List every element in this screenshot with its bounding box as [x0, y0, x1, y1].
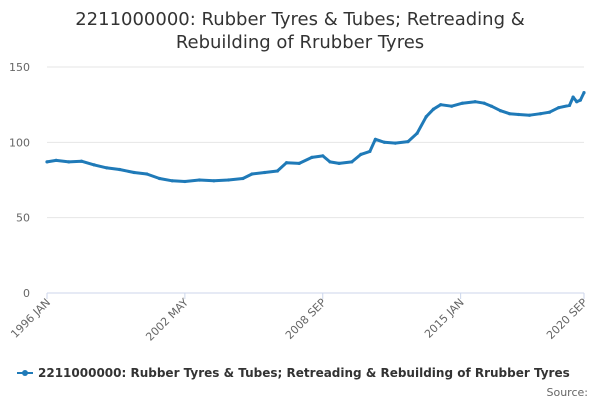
data-point[interactable]: [328, 160, 332, 164]
data-point[interactable]: [241, 176, 245, 181]
data-point[interactable]: [482, 101, 486, 105]
data-point[interactable]: [571, 95, 575, 99]
data-point[interactable]: [275, 169, 279, 173]
data-point[interactable]: [45, 160, 49, 164]
chart-title-line-2: Rebuilding of Rrubber Tyres: [176, 32, 424, 53]
chart-title-line-1: 2211000000: Rubber Tyres & Tubes; Retrea…: [75, 9, 525, 30]
data-point[interactable]: [473, 100, 477, 104]
data-point[interactable]: [439, 103, 443, 107]
series-line-0: [46, 91, 586, 183]
x-axis: 1996 JAN 2002 MAY 2008 SEP 2015 JAN 2020 SEP: [8, 292, 590, 344]
data-point[interactable]: [547, 110, 552, 114]
data-point[interactable]: [415, 131, 419, 135]
data-point[interactable]: [297, 161, 301, 165]
data-point[interactable]: [382, 140, 386, 144]
x-tick-label: 1996 JAN: [8, 296, 53, 341]
data-point[interactable]: [212, 179, 216, 183]
series-layer: [45, 91, 586, 184]
data-point[interactable]: [508, 112, 512, 116]
data-point[interactable]: [250, 172, 254, 176]
y-tick-label: 50: [16, 212, 30, 225]
gridlines: [47, 66, 584, 219]
data-point[interactable]: [538, 112, 543, 116]
data-point[interactable]: [132, 170, 136, 175]
y-tick-label: 150: [9, 61, 30, 74]
data-point[interactable]: [557, 106, 561, 110]
data-point[interactable]: [460, 101, 464, 105]
data-point[interactable]: [393, 141, 397, 145]
data-point[interactable]: [310, 155, 314, 159]
data-point[interactable]: [489, 104, 494, 108]
data-point[interactable]: [92, 163, 96, 167]
data-point[interactable]: [197, 178, 201, 182]
data-point[interactable]: [582, 91, 586, 95]
legend-swatch-marker: [22, 370, 28, 376]
data-point[interactable]: [170, 179, 174, 183]
data-point[interactable]: [67, 160, 71, 164]
chart-title: 2211000000: Rubber Tyres & Tubes; Retrea…: [75, 9, 525, 53]
data-point[interactable]: [145, 172, 149, 176]
data-point[interactable]: [450, 104, 454, 108]
x-tick-label: 2020 SEP: [544, 296, 590, 342]
data-point[interactable]: [567, 103, 572, 107]
data-point[interactable]: [79, 159, 84, 163]
y-tick-label: 100: [9, 136, 30, 149]
source-label: Source:: [547, 386, 589, 399]
data-point[interactable]: [157, 176, 162, 181]
data-point[interactable]: [337, 161, 341, 165]
legend-item-series-1[interactable]: 2211000000: Rubber Tyres & Tubes; Retrea…: [38, 366, 570, 380]
data-point[interactable]: [431, 107, 435, 111]
data-point[interactable]: [263, 170, 267, 175]
data-point[interactable]: [528, 113, 532, 117]
x-tick-label: 2002 MAY: [143, 296, 191, 344]
data-point[interactable]: [284, 161, 289, 165]
data-point[interactable]: [183, 179, 187, 184]
data-point[interactable]: [575, 100, 579, 104]
data-point[interactable]: [359, 152, 363, 156]
data-point[interactable]: [373, 137, 377, 141]
y-tick-label: 0: [23, 287, 30, 300]
x-tick-label: 2008 SEP: [283, 296, 329, 342]
x-tick-label: 2015 JAN: [422, 296, 467, 341]
data-point[interactable]: [118, 167, 122, 172]
y-axis-tick-labels: 0 50 100 150: [9, 61, 30, 300]
data-point[interactable]: [406, 140, 410, 144]
data-point[interactable]: [321, 154, 325, 158]
data-point[interactable]: [424, 115, 428, 119]
data-point[interactable]: [350, 160, 354, 164]
data-point[interactable]: [498, 109, 503, 113]
data-point[interactable]: [368, 149, 372, 153]
data-point[interactable]: [54, 158, 58, 162]
data-point[interactable]: [105, 166, 109, 170]
data-point[interactable]: [578, 98, 583, 102]
data-point[interactable]: [517, 112, 521, 117]
data-point[interactable]: [226, 178, 230, 182]
legend[interactable]: 2211000000: Rubber Tyres & Tubes; Retrea…: [17, 366, 570, 380]
